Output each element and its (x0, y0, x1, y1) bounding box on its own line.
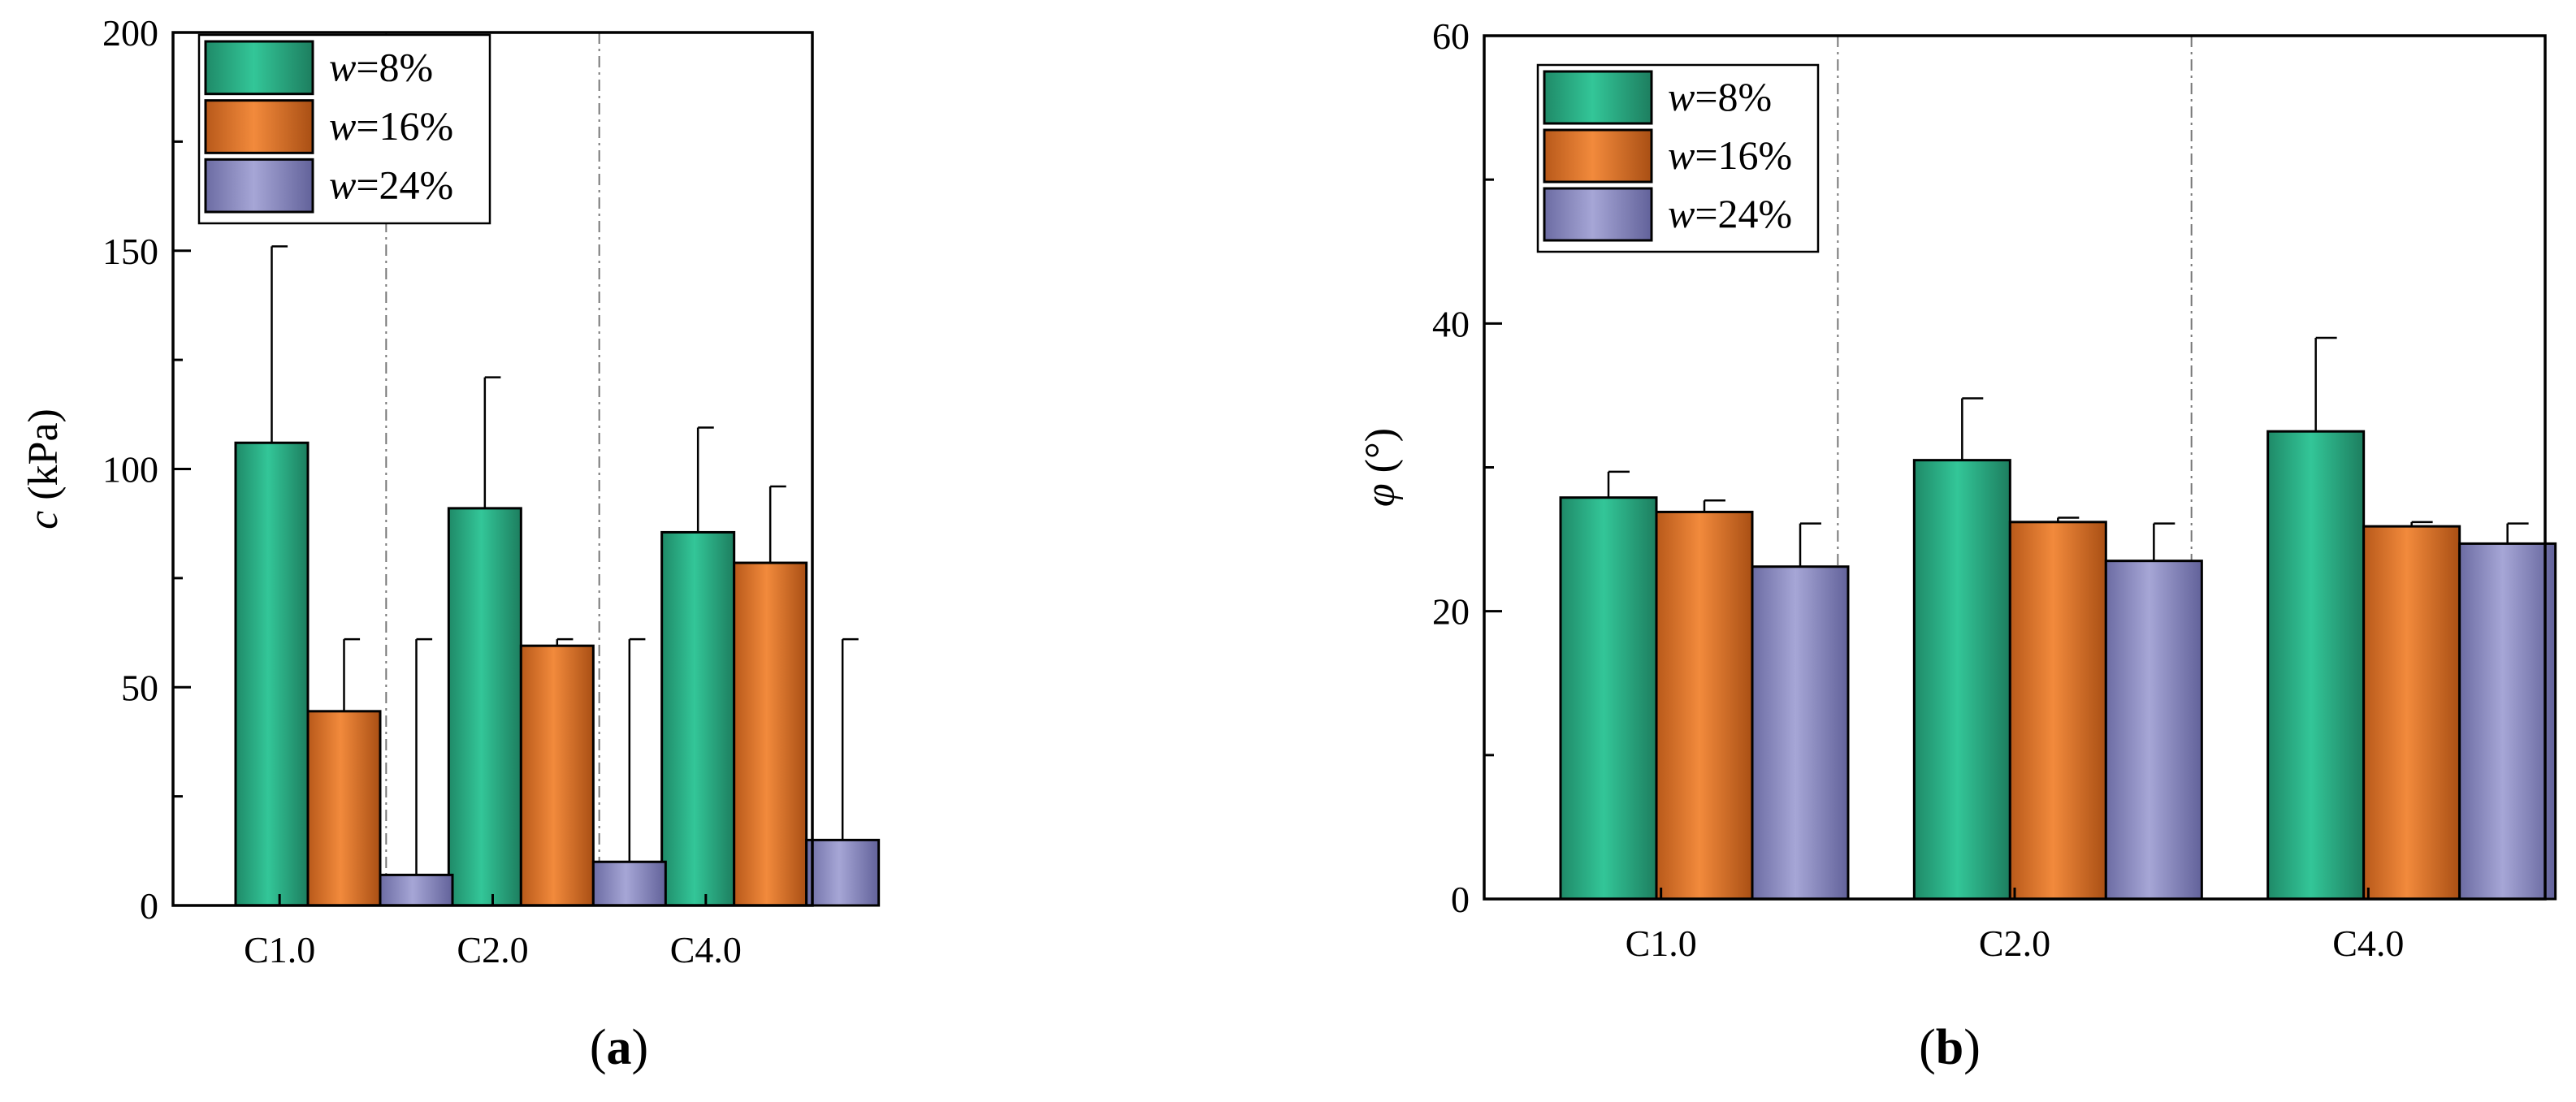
x-tick-label: C1.0 (244, 929, 315, 970)
bar (519, 644, 595, 907)
bar (2266, 430, 2366, 901)
bar (591, 860, 667, 907)
bar (733, 561, 808, 907)
legend-label-symbol: w (1668, 74, 1695, 119)
panel-label-letter: b (1936, 1020, 1963, 1075)
y-axis-title-unit: (kPa) (20, 408, 67, 511)
legend-label: w=24% (329, 162, 453, 208)
x-tick-label: C1.0 (1626, 923, 1697, 964)
legend-swatch (204, 99, 314, 154)
legend-label: w=8% (1668, 74, 1772, 119)
legend-label-rest: =8% (1695, 74, 1772, 119)
bar (379, 873, 454, 907)
y-tick-label: 40 (1432, 303, 1470, 344)
legend: w=8%w=16%w=24% (197, 33, 491, 225)
legend-swatch (1543, 128, 1653, 184)
bar (234, 441, 310, 907)
legend-swatch (204, 158, 314, 214)
panel-label-close: ) (1963, 1020, 1981, 1075)
panel-label: (b) (1919, 1020, 1981, 1075)
x-tick-label: C2.0 (1979, 923, 2050, 964)
y-tick-label: 60 (1432, 15, 1470, 57)
y-tick-label: 20 (1432, 591, 1470, 633)
y-tick-label: 150 (102, 231, 158, 272)
y-axis-title: φ (°) (1357, 428, 1404, 507)
legend-label-rest: =16% (356, 103, 453, 149)
y-axis-title-symbol: φ (1357, 483, 1404, 507)
y-axis-title: c (kPa) (20, 408, 67, 529)
y-tick-label: 0 (140, 885, 158, 927)
legend-label-symbol: w (329, 44, 356, 89)
legend-label: w=16% (329, 103, 453, 149)
y-tick-label: 100 (102, 449, 158, 490)
bar (1655, 510, 1754, 901)
legend-label-symbol: w (1668, 132, 1695, 178)
panel-label-open: ( (590, 1020, 607, 1075)
y-tick-label: 200 (102, 12, 158, 54)
bar (2008, 521, 2107, 901)
legend-swatch (1543, 187, 1653, 242)
legend-label-rest: =8% (356, 44, 433, 89)
legend-label-rest: =24% (1695, 191, 1792, 236)
legend-label: w=16% (1668, 132, 1792, 178)
y-axis-title-unit: (°) (1357, 428, 1404, 483)
bar (2458, 542, 2557, 901)
y-axis-title-symbol: c (20, 511, 67, 529)
bar (2362, 525, 2461, 901)
bar (447, 507, 522, 907)
legend: w=8%w=16%w=24% (1536, 63, 1820, 253)
y-tick-label: 0 (1451, 879, 1470, 920)
legend-swatch (204, 40, 314, 96)
legend-label: w=8% (329, 44, 433, 89)
panel-label-open: ( (1919, 1020, 1936, 1075)
panel-label-letter: a (607, 1020, 632, 1075)
bar (1912, 459, 2011, 901)
legend-label-symbol: w (1668, 191, 1695, 236)
x-tick-label: C4.0 (2332, 923, 2404, 964)
panel-label-close: ) (632, 1020, 649, 1075)
bar (306, 710, 382, 907)
legend-swatch (1543, 70, 1653, 125)
x-tick-label: C4.0 (670, 929, 742, 970)
bar (660, 530, 736, 907)
y-tick-label: 50 (121, 667, 158, 708)
bar (2104, 560, 2203, 901)
legend-label-rest: =24% (356, 162, 453, 208)
x-tick-label: C2.0 (457, 929, 528, 970)
bar (1751, 565, 1850, 901)
legend-label: w=24% (1668, 191, 1792, 236)
bar (805, 838, 881, 907)
bar (1559, 496, 1658, 901)
legend-label-symbol: w (329, 162, 356, 208)
legend-label-rest: =16% (1695, 132, 1792, 178)
panel-label: (a) (590, 1020, 648, 1075)
legend-label-symbol: w (329, 103, 356, 149)
